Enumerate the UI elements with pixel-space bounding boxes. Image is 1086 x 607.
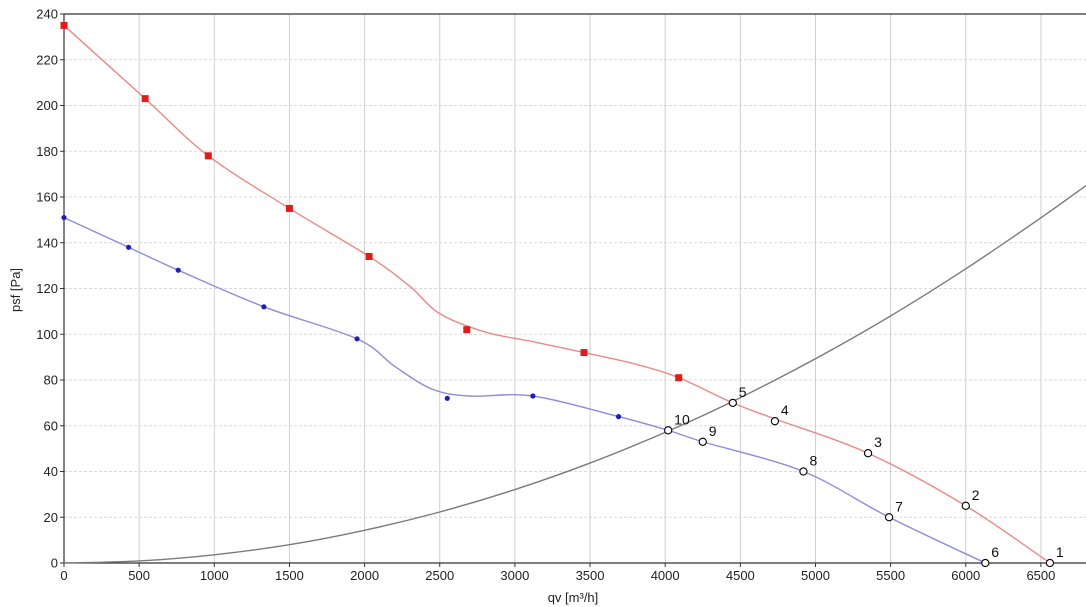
x-tick-label: 6500 — [1026, 568, 1055, 583]
x-tick-label: 3500 — [576, 568, 605, 583]
data-point-dot — [175, 267, 181, 273]
y-axis-title: psf [Pa] — [8, 268, 23, 312]
operating-point-label: 3 — [874, 434, 882, 450]
operating-point-label: 9 — [709, 423, 717, 439]
data-point-square — [463, 326, 471, 334]
x-tick-label: 500 — [128, 568, 150, 583]
operating-point-label: 8 — [809, 453, 817, 469]
data-point-dot — [261, 304, 267, 310]
data-point-dot — [126, 244, 132, 250]
y-tick-label: 40 — [44, 464, 58, 479]
operating-point-marker — [799, 467, 808, 476]
x-tick-label: 5500 — [876, 568, 905, 583]
y-tick-label: 180 — [36, 144, 58, 159]
operating-point-label: 5 — [739, 384, 747, 400]
operating-point-marker — [981, 558, 990, 568]
data-point-dot — [615, 414, 622, 420]
system-resistance-curve — [63, 184, 1086, 564]
y-tick-label: 0 — [51, 556, 58, 571]
y-tick-label: 80 — [44, 373, 58, 388]
operating-point-marker — [698, 437, 707, 446]
data-point-square — [365, 252, 373, 260]
data-point-dot — [354, 336, 360, 342]
axes — [60, 13, 1086, 567]
x-tick-label: 0 — [60, 568, 67, 583]
y-tick-label: 100 — [36, 327, 58, 342]
operating-point-label: 2 — [972, 487, 980, 503]
operating-point-marker — [770, 417, 780, 426]
operating-point-marker — [884, 513, 894, 522]
tick-labels: 0 20 40 60 80 100 120 140 160 180 200 220 240 0 500 100… — [36, 7, 1055, 584]
operating-point-marker — [664, 426, 673, 435]
x-tick-label: 2000 — [350, 568, 379, 583]
operating-point-label: 7 — [895, 498, 903, 514]
y-tick-label: 140 — [36, 235, 58, 250]
operating-points: 1 2 3 4 5 6 7 8 9 10 — [664, 384, 1064, 568]
y-tick-label: 120 — [36, 281, 58, 296]
operating-point-label: 1 — [1056, 544, 1064, 560]
y-tick-label: 160 — [36, 190, 58, 205]
operating-point-marker — [728, 398, 737, 408]
x-tick-label: 1000 — [200, 568, 229, 583]
data-point-square — [141, 95, 149, 103]
x-tick-label: 1500 — [275, 568, 304, 583]
data-point-square — [580, 349, 588, 357]
data-point-dot — [61, 214, 67, 221]
series-markers — [60, 21, 683, 420]
x-tick-label: 2500 — [425, 568, 454, 583]
data-point-dot — [444, 395, 450, 401]
data-point-square — [204, 152, 212, 160]
operating-point-marker — [1045, 558, 1055, 568]
y-tick-label: 240 — [36, 7, 58, 22]
x-tick-label: 3000 — [500, 568, 529, 583]
x-tick-label: 6000 — [951, 568, 980, 583]
operating-point-label: 6 — [991, 544, 999, 560]
y-tick-label: 200 — [36, 98, 58, 113]
static-pressure-curve-high — [63, 24, 1051, 564]
y-tick-label: 60 — [44, 418, 58, 433]
data-point-square — [675, 374, 683, 382]
x-axis-title: qv [m³/h] — [548, 590, 599, 605]
operating-point-label: 4 — [781, 402, 789, 418]
operating-point-label: 10 — [674, 411, 690, 427]
data-point-dot — [530, 393, 536, 399]
data-point-square — [285, 204, 293, 212]
x-tick-label: 4500 — [726, 568, 755, 583]
data-point-square — [60, 21, 68, 29]
x-tick-label: 4000 — [651, 568, 680, 583]
x-tick-label: 5000 — [801, 568, 830, 583]
operating-point-marker — [863, 449, 873, 458]
y-tick-label: 20 — [44, 510, 58, 525]
y-tick-label: 220 — [36, 52, 58, 67]
operating-point-marker — [961, 501, 970, 510]
